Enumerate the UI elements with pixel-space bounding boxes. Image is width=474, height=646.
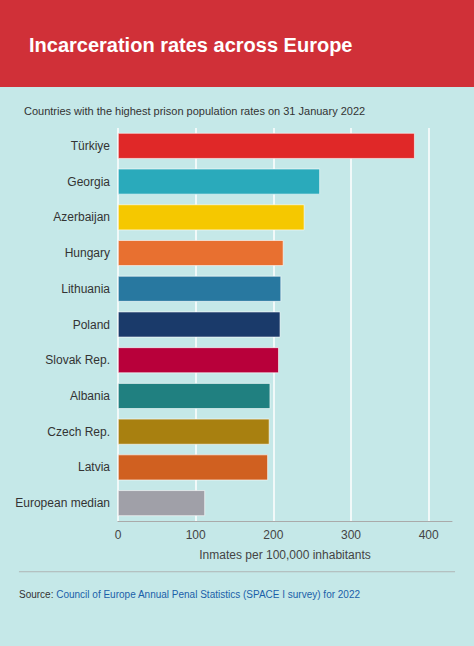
svg-text:Poland: Poland (73, 318, 110, 332)
svg-text:Countries with the highest pri: Countries with the highest prison popula… (24, 105, 365, 117)
svg-text:400: 400 (419, 528, 439, 542)
svg-text:Council of Europe Annual Penal: Council of Europe Annual Penal Statistic… (56, 589, 360, 600)
svg-text:Türkiye: Türkiye (71, 139, 111, 153)
svg-text:0: 0 (115, 528, 122, 542)
svg-text:Lithuania: Lithuania (61, 282, 110, 296)
svg-text:Azerbaijan: Azerbaijan (53, 210, 110, 224)
svg-text:Czech Rep.: Czech Rep. (47, 425, 110, 439)
svg-text:European median: European median (15, 496, 110, 510)
svg-text:Source:: Source: (19, 589, 53, 600)
svg-text:200: 200 (263, 528, 283, 542)
svg-text:Incarceration rates across Eur: Incarceration rates across Europe (29, 34, 352, 56)
svg-text:Hungary: Hungary (65, 246, 110, 260)
svg-text:300: 300 (341, 528, 361, 542)
svg-text:100: 100 (186, 528, 206, 542)
svg-text:Georgia: Georgia (67, 175, 110, 189)
svg-text:Albania: Albania (70, 389, 110, 403)
svg-text:Inmates per 100,000 inhabitant: Inmates per 100,000 inhabitants (199, 548, 370, 562)
svg-text:Latvia: Latvia (78, 460, 110, 474)
svg-text:Slovak Rep.: Slovak Rep. (45, 353, 110, 367)
